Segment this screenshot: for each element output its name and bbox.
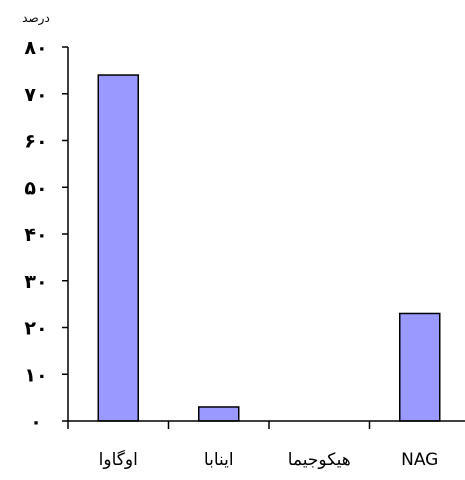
y-axis-label: درصد	[22, 11, 50, 26]
y-tick-label: ۸۰	[24, 37, 47, 59]
bar	[399, 312, 441, 422]
y-tick-label: ۴۰	[24, 224, 47, 246]
y-tick-label: ۶۰	[24, 131, 47, 153]
y-ticks-layer: ۰ ۱۰ ۲۰ ۳۰ ۴۰ ۵۰ ۶۰ ۷۰ ۸۰	[24, 37, 68, 433]
y-tick-label: ۰	[30, 411, 42, 433]
y-tick-label: ۱۰	[24, 364, 47, 386]
bar	[198, 406, 240, 422]
x-tick-label: اوگاوا	[99, 449, 138, 470]
x-tick-label: NAG	[401, 450, 438, 470]
y-tick-label: ۷۰	[24, 84, 47, 106]
y-tick-label: ۲۰	[24, 318, 47, 340]
x-ticks-layer: اوگاوا اینابا هیکوجیما NAG	[67, 421, 438, 470]
x-tick-label: هیکوجیما	[288, 450, 351, 470]
y-tick-label: ۵۰	[24, 177, 47, 199]
y-tick-label: ۳۰	[24, 271, 47, 293]
x-tick-label: اینابا	[204, 450, 234, 470]
bar	[97, 74, 139, 422]
bars-layer	[97, 74, 441, 422]
